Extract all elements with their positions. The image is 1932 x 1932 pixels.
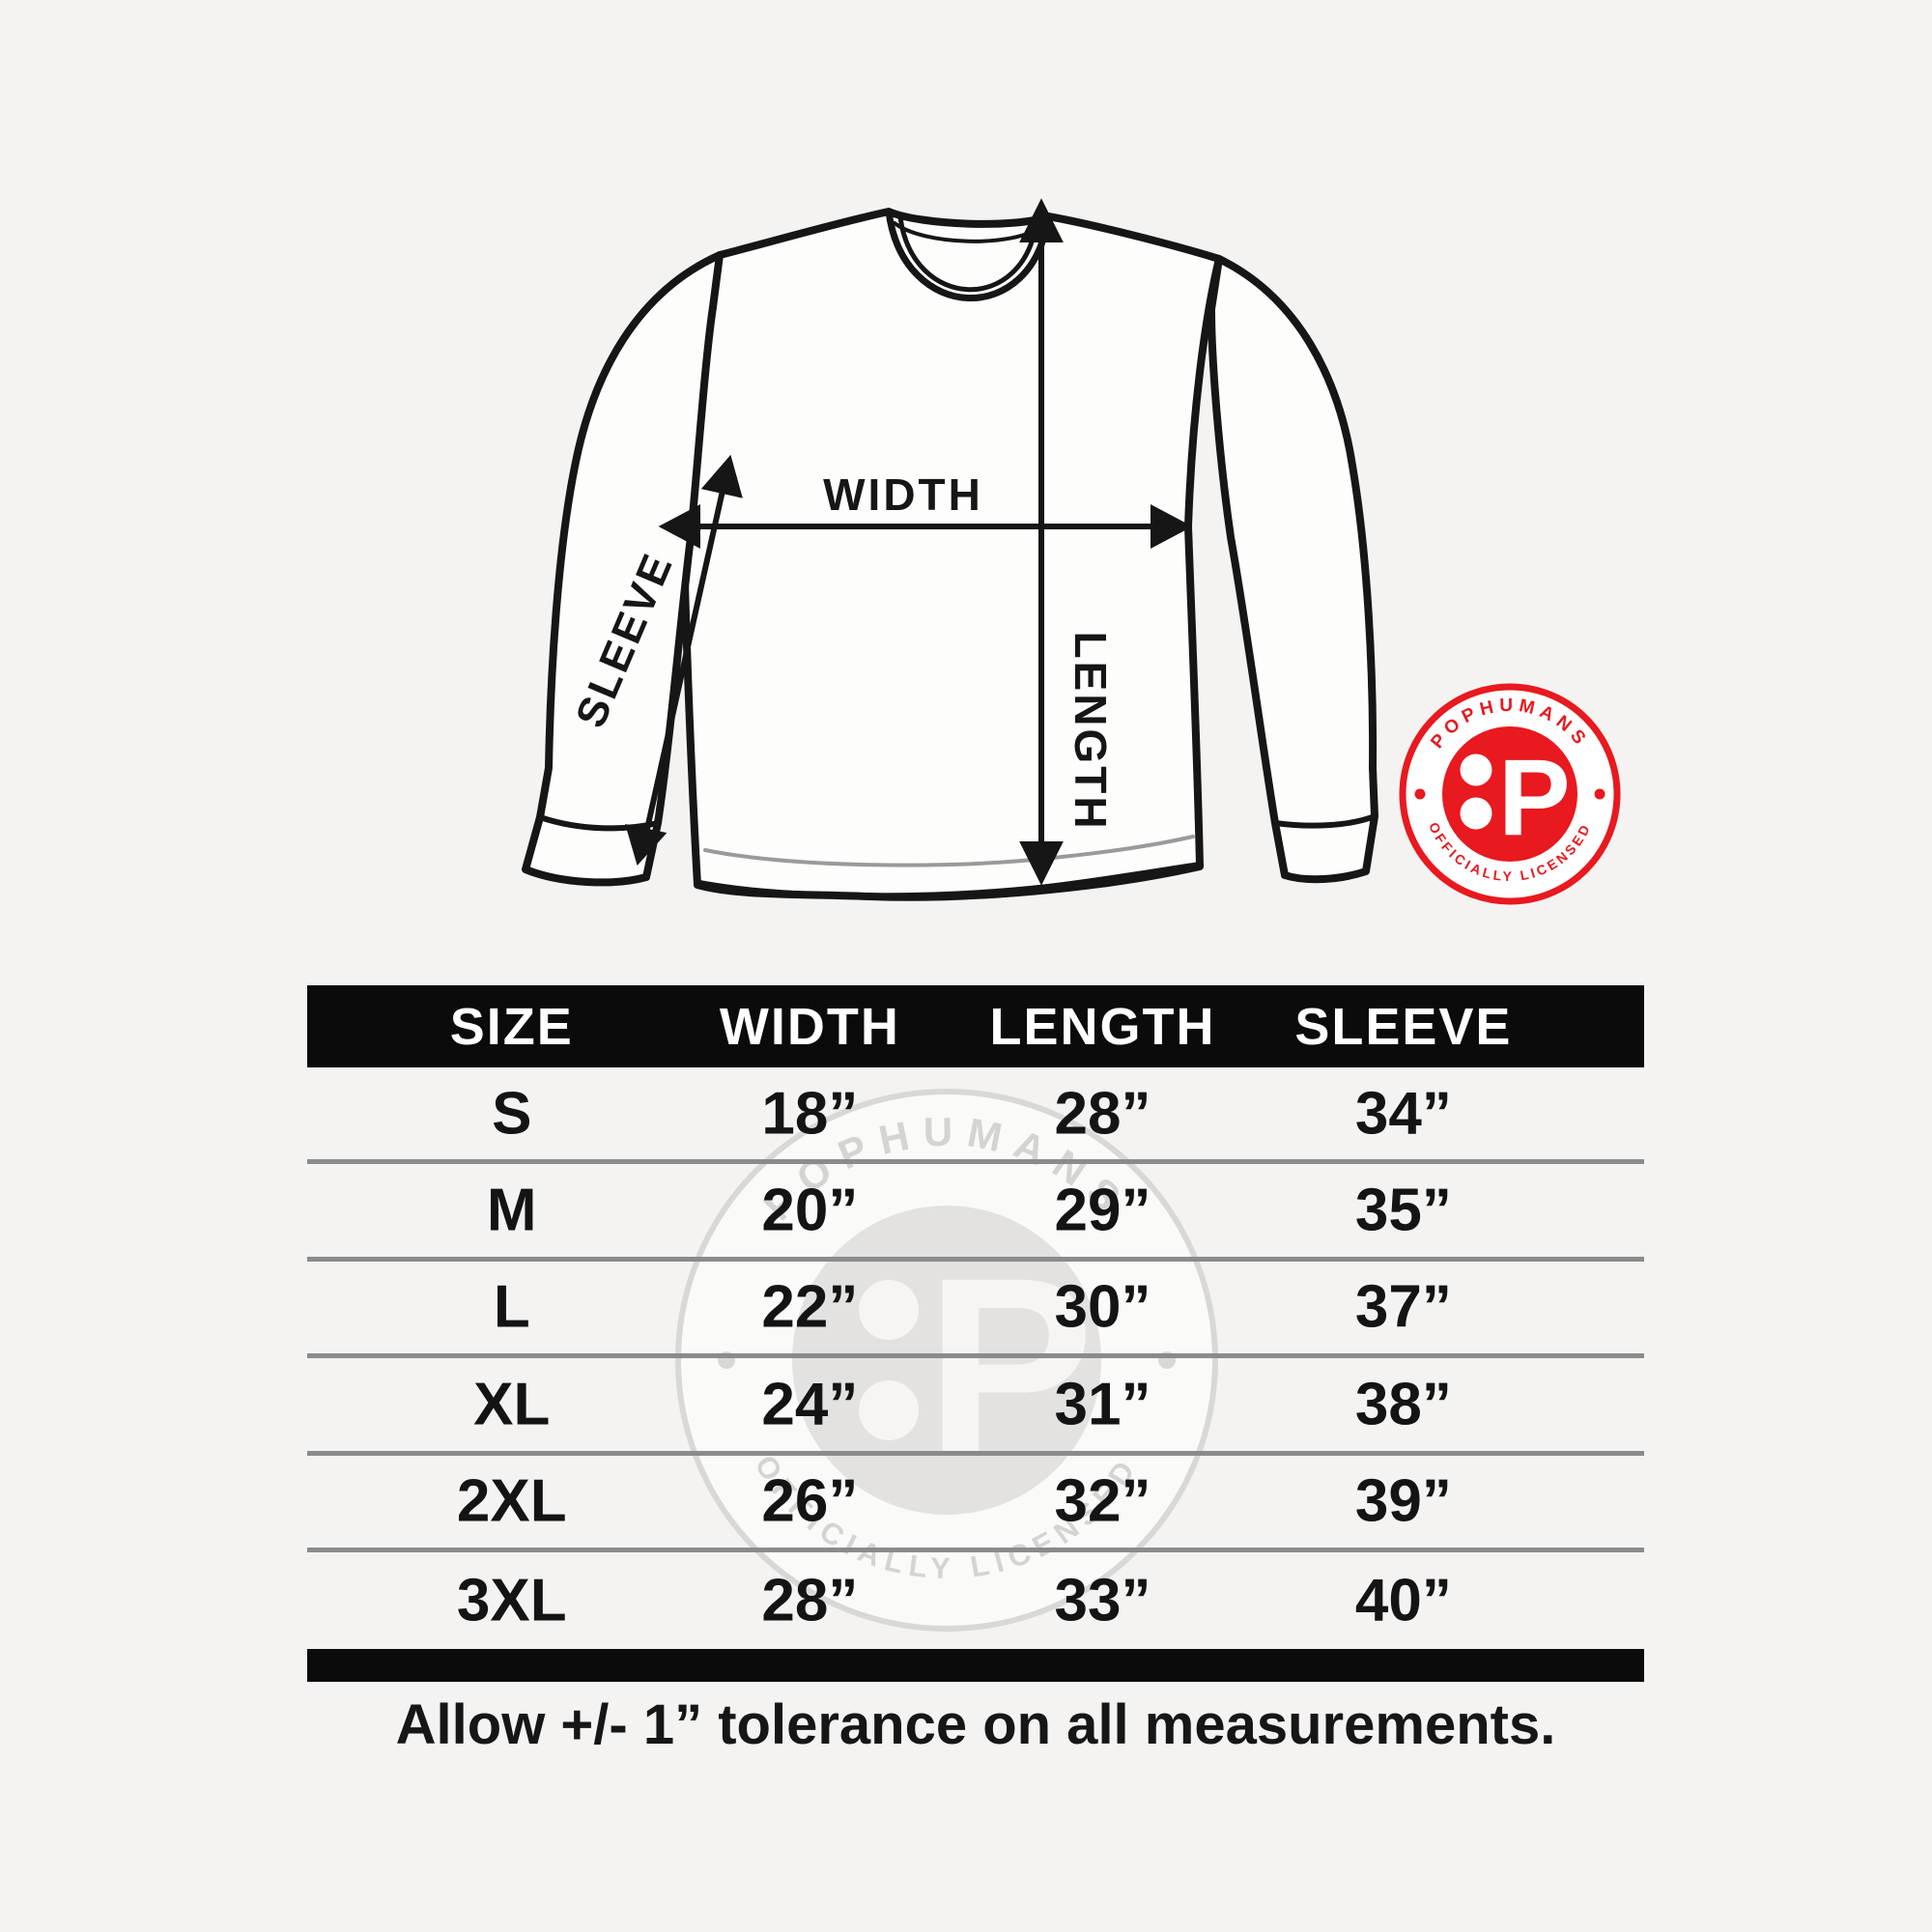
size-value: L — [493, 1273, 530, 1341]
table-row: M 20” 29” 35” — [307, 1164, 1644, 1262]
hem-stitch-line — [696, 862, 1204, 899]
badge-monogram-letter: P — [1498, 737, 1571, 858]
length-value: 29” — [1054, 1177, 1151, 1244]
sleeve-value: 39” — [1354, 1467, 1452, 1535]
length-label: LENGTH — [1065, 631, 1116, 831]
collar-outer-line — [885, 208, 1052, 301]
size-value: S — [492, 1080, 532, 1148]
length-value: 28” — [1054, 1080, 1151, 1148]
pophumans-watermark: P POPHUMANS OFFICIALLY LICENSED — [675, 1089, 1218, 1632]
width-label: WIDTH — [823, 469, 983, 520]
width-arrow-right-head — [1151, 504, 1193, 549]
badge-monogram-dot-top — [1460, 753, 1492, 786]
sleeve-value: 37” — [1354, 1273, 1452, 1341]
badge-side-dot-left — [1414, 788, 1426, 800]
size-table-header: SIZE WIDTH LENGTH SLEEVE — [307, 985, 1644, 1067]
width-arrow-left-head — [658, 504, 700, 549]
length-arrow-bottom-head — [1019, 841, 1064, 886]
length-value: 30” — [1054, 1273, 1151, 1341]
size-value: XL — [473, 1371, 551, 1438]
watermark-monogram-dot-top — [859, 1280, 919, 1340]
table-row: 2XL 26” 32” 39” — [307, 1456, 1644, 1552]
sleeve-arrow-top-head — [700, 454, 743, 498]
sleeve-value: 38” — [1354, 1371, 1452, 1438]
sleeve-value: 34” — [1354, 1080, 1452, 1148]
shirt-body — [680, 208, 1223, 901]
width-value: 20” — [761, 1177, 859, 1244]
size-table-body: S 18” 28” 34” M 20” 29” 35” L 22” 30” 37” XL 24” 31” 38… — [307, 1067, 1644, 1649]
header-size: SIZE — [449, 997, 574, 1056]
pophumans-badge: P POPHUMANS OFFICIALLY LICENSED — [1399, 683, 1621, 905]
tolerance-note: Allow +/- 1” tolerance on all measuremen… — [395, 1693, 1556, 1756]
sleeve-arrow-line — [644, 490, 725, 830]
watermark-inner-disc — [792, 1206, 1101, 1515]
header-width: WIDTH — [719, 997, 900, 1056]
sleeve-value: 35” — [1354, 1177, 1452, 1244]
table-row: 3XL 28” 33” 40” — [307, 1552, 1644, 1649]
width-value: 28” — [761, 1567, 859, 1634]
length-value: 31” — [1054, 1371, 1151, 1438]
width-value: 24” — [761, 1371, 859, 1438]
table-row: L 22” 30” 37” — [307, 1262, 1644, 1359]
width-value: 18” — [761, 1080, 859, 1148]
header-sleeve: SLEEVE — [1294, 997, 1513, 1056]
width-value: 22” — [761, 1273, 859, 1341]
length-arrow-top-head — [1019, 198, 1064, 242]
table-bottom-bar — [307, 1649, 1644, 1683]
shirt-left-sleeve — [522, 251, 724, 887]
table-row: S 18” 28” 34” — [307, 1067, 1644, 1165]
header-length: LENGTH — [989, 997, 1216, 1056]
shirt-right-sleeve — [1208, 255, 1378, 884]
badge-side-dot-right — [1594, 788, 1605, 800]
length-value: 32” — [1054, 1467, 1151, 1535]
table-row: XL 24” 31” 38” — [307, 1358, 1644, 1456]
shirt-diagram: WIDTH LENGTH SLEEVE — [522, 198, 1378, 901]
size-table: SIZE WIDTH LENGTH SLEEVE S 18” 28” 34” M 20” 29” 3… — [307, 985, 1644, 1683]
length-value: 33” — [1054, 1567, 1151, 1634]
sleeve-value: 40” — [1354, 1567, 1452, 1634]
sleeve-arrow-bottom-head — [625, 824, 668, 866]
badge-monogram-dot-bottom — [1460, 797, 1492, 830]
size-value: M — [486, 1177, 537, 1244]
size-value: 3XL — [456, 1567, 567, 1634]
cuff-right-line — [1272, 813, 1378, 829]
watermark-monogram-letter: P — [925, 1225, 1094, 1508]
size-value: 2XL — [456, 1467, 567, 1535]
hem-fold-line — [703, 835, 1195, 867]
width-value: 26” — [761, 1467, 859, 1535]
collar-inner-line — [897, 214, 1039, 293]
watermark-monogram-dot-bottom — [859, 1380, 919, 1440]
